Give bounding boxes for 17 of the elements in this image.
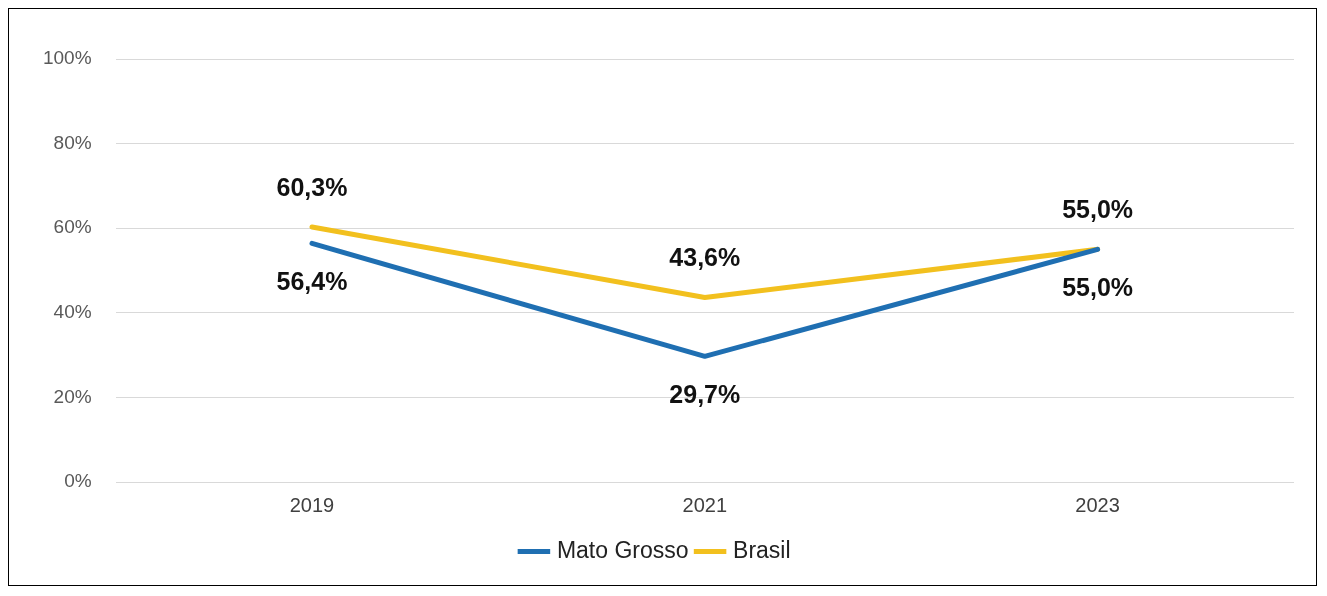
y-tick-label: 80%	[53, 131, 92, 153]
data-label: 55,0%	[1062, 273, 1134, 302]
y-tick-label: 40%	[53, 301, 92, 323]
data-label: 43,6%	[669, 243, 741, 272]
legend-label: Mato Grosso	[556, 536, 689, 563]
y-tick-label: 20%	[53, 385, 92, 407]
x-tick-label: 2021	[682, 493, 728, 516]
y-tick-label: 60%	[53, 216, 92, 238]
data-label: 60,3%	[276, 172, 348, 201]
y-tick-label: 0%	[64, 470, 92, 492]
data-label: 29,7%	[669, 380, 741, 409]
legend-label: Brasil	[733, 536, 791, 563]
x-tick-label: 2019	[289, 493, 335, 516]
data-label: 55,0%	[1062, 195, 1134, 224]
x-tick-label: 2023	[1075, 493, 1120, 516]
data-label: 56,4%	[276, 267, 348, 296]
y-tick-label: 100%	[42, 47, 92, 69]
